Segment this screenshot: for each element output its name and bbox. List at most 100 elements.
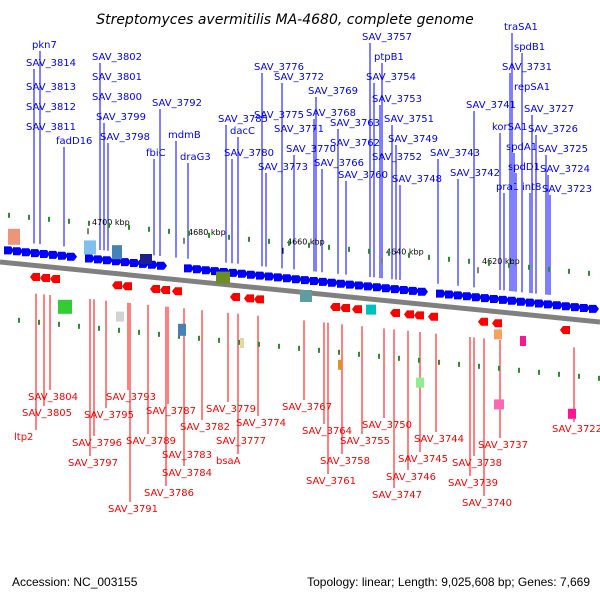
scale-tick-label: 4620 kbp: [482, 257, 520, 266]
forward-gene-label: SAV_3812: [26, 102, 76, 113]
reverse-gene-label: SAV_3774: [236, 418, 286, 429]
feature-block: [116, 311, 124, 322]
guide-tick: [268, 238, 270, 244]
forward-gene-label: SAV_3770: [286, 144, 336, 155]
label-connector-lines: [33, 33, 575, 502]
forward-gene-label: SAV_3751: [384, 114, 434, 125]
guide-tick: [228, 234, 230, 240]
reverse-gene-label: SAV_3786: [144, 488, 194, 499]
guide-tick: [338, 349, 340, 355]
forward-gene-arrow: [301, 276, 311, 285]
forward-gene-arrow: [319, 277, 329, 286]
forward-gene-arrow: [58, 251, 68, 260]
forward-gene-arrow: [517, 297, 527, 306]
forward-gene-label: SAV_3814: [26, 58, 76, 69]
guide-tick: [468, 258, 470, 264]
forward-gene-arrow: [436, 289, 446, 298]
forward-gene-arrow: [103, 256, 113, 265]
reverse-gene-arrow: [230, 293, 240, 301]
guide-tick: [548, 266, 550, 272]
guide-tick: [258, 341, 260, 347]
reverse-gene-arrow: [50, 275, 60, 283]
guide-tick: [8, 212, 10, 218]
reverse-gene-label: SAV_3796: [72, 438, 122, 449]
reverse-gene-label: SAV_3779: [206, 404, 256, 415]
forward-gene-arrow: [193, 265, 203, 274]
forward-gene-label: SAV_3780: [224, 148, 274, 159]
forward-gene-label: SAV_3749: [388, 134, 438, 145]
reverse-gene-label: SAV_3783: [162, 450, 212, 461]
feature-block: [58, 299, 72, 314]
forward-gene-arrow: [202, 266, 212, 275]
guide-tick: [448, 256, 450, 262]
reverse-gene-arrow: [112, 281, 122, 290]
guide-tick: [18, 317, 20, 323]
forward-gene-arrow: [391, 285, 401, 294]
forward-gene-arrow: [355, 281, 365, 290]
guide-tick: [488, 260, 490, 266]
guide-tick: [148, 226, 150, 232]
forward-gene-label: SAV_3742: [450, 168, 500, 179]
guide-tick: [328, 244, 330, 250]
forward-gene-arrow: [292, 275, 302, 284]
forward-gene-label: SAV_3724: [540, 164, 590, 175]
guide-tick: [598, 375, 600, 381]
forward-gene-arrow: [508, 296, 518, 305]
reverse-gene-label: SAV_3787: [146, 406, 196, 417]
reverse-gene-label: SAV_3745: [398, 454, 448, 465]
forward-gene-label: SAV_3723: [542, 184, 592, 195]
forward-gene-arrow: [31, 249, 41, 258]
reverse-gene-label: SAV_3791: [108, 504, 158, 515]
forward-gene-arrow: [346, 280, 356, 289]
forward-gene-arrow: [310, 277, 320, 285]
reverse-gene-label: SAV_3764: [302, 426, 352, 437]
guide-tick: [568, 268, 570, 274]
forward-gene-label: SAV_3752: [372, 152, 422, 163]
forward-gene-label: SAV_3768: [306, 108, 356, 119]
reverse-gene-label: SAV_3755: [340, 436, 390, 447]
guide-tick: [28, 214, 30, 220]
guide-tick: [118, 327, 120, 333]
forward-gene-arrow: [13, 247, 23, 256]
forward-gene-label: SAV_3776: [254, 62, 304, 73]
guide-tick: [168, 228, 170, 234]
forward-gene-arrow: [445, 290, 455, 299]
forward-gene-label: SAV_3741: [466, 100, 516, 111]
reverse-gene-label: SAV_3795: [84, 410, 134, 421]
guide-tick: [418, 357, 420, 363]
forward-gene-label: int8: [522, 182, 541, 193]
guide-tick: [428, 254, 430, 260]
guide-tick: [68, 218, 70, 224]
guide-tick: [508, 262, 510, 268]
reverse-gene-arrow: [390, 309, 400, 317]
feature-block: [568, 408, 576, 419]
guide-tick: [138, 329, 140, 335]
guide-tick: [98, 325, 100, 331]
forward-gene-arrow: [409, 286, 419, 295]
forward-gene-arrow: [490, 295, 500, 303]
guide-tick: [178, 333, 180, 339]
guide-tick: [308, 242, 310, 248]
forward-gene-arrow: [85, 254, 95, 263]
reverse-gene-arrow: [478, 317, 488, 326]
feature-block: [140, 254, 152, 264]
forward-gene-arrow: [562, 302, 572, 311]
forward-gene-arrow: [94, 255, 104, 264]
forward-gene-arrow: [382, 284, 392, 293]
forward-gene-label: spdA1: [506, 142, 537, 153]
forward-gene-arrow: [580, 304, 590, 312]
forward-gene-label: SAV_3760: [338, 170, 388, 181]
forward-gene-label: repSA1: [514, 82, 550, 93]
reverse-gene-arrow: [560, 326, 570, 334]
guide-tick: [388, 250, 390, 256]
forward-gene-label: fadD16: [56, 136, 92, 147]
accession-label: Accession: NC_003155: [12, 575, 138, 589]
forward-gene-arrow: [364, 282, 374, 291]
forward-gene-arrow: [553, 301, 563, 310]
scale-ticks: 4700 kbp 4680 kbp 4660 kbp 4640 kbp 4620 kbp: [8, 212, 600, 381]
reverse-gene-arrow: [428, 312, 438, 321]
guide-tick: [108, 222, 110, 228]
forward-gene-label: SAV_3763: [330, 118, 380, 129]
forward-gene-label: SAV_3731: [502, 62, 552, 73]
